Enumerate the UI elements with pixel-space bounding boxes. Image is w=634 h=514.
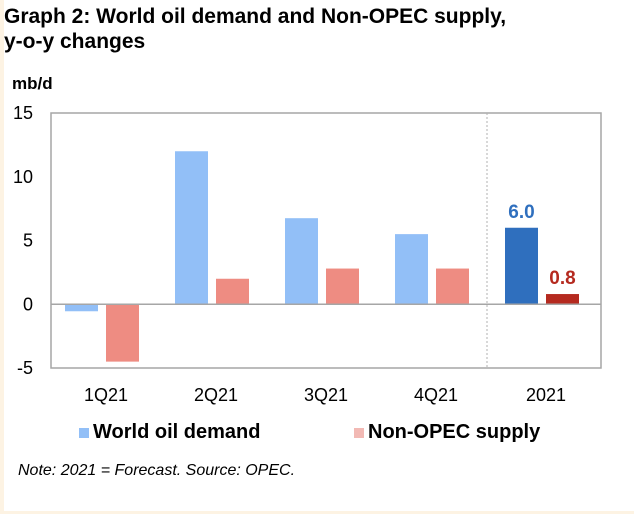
y-axis-ticks: 15 10 5 0 -5 <box>13 103 33 378</box>
x-tick-label: 2Q21 <box>194 385 238 405</box>
y-tick-label: 15 <box>13 103 33 123</box>
bar-chart: 15 10 5 0 -5 1Q21 2Q21 3Q21 4Q21 2021 6.0 0.8 <box>13 103 602 405</box>
data-label-supply: 0.8 <box>549 268 575 289</box>
bar-non-opec-supply <box>436 268 469 305</box>
bars <box>65 151 579 362</box>
bar-non-opec-supply <box>216 278 249 305</box>
y-tick-label: 5 <box>23 231 33 251</box>
x-tick-label: 2021 <box>526 385 566 405</box>
bar-world-oil-demand <box>65 304 98 312</box>
legend-item-supply: Non-OPEC supply <box>354 421 540 444</box>
bar-non-opec-supply <box>546 294 579 305</box>
data-label-demand: 6.0 <box>508 202 534 223</box>
bar-world-oil-demand <box>285 218 318 305</box>
x-axis-labels: 1Q21 2Q21 3Q21 4Q21 2021 <box>84 385 566 405</box>
legend-item-demand: World oil demand <box>79 421 260 444</box>
title-line-2: y-o-y changes <box>4 30 146 53</box>
y-axis-unit: mb/d <box>12 74 53 93</box>
x-tick-label: 3Q21 <box>304 385 348 405</box>
bar-non-opec-supply <box>106 304 139 362</box>
data-labels: 6.0 0.8 <box>508 202 575 289</box>
bar-world-oil-demand <box>505 227 538 305</box>
bar-non-opec-supply <box>326 268 359 305</box>
title-line-1: Graph 2: World oil demand and Non-OPEC s… <box>4 5 507 28</box>
legend: World oil demand Non-OPEC supply <box>0 421 634 447</box>
legend-swatch-demand <box>79 427 89 438</box>
bar-world-oil-demand <box>395 234 428 305</box>
y-tick-label: 10 <box>13 167 33 187</box>
x-tick-label: 4Q21 <box>414 385 458 405</box>
legend-swatch-supply <box>354 427 364 438</box>
y-tick-label: 0 <box>23 294 33 314</box>
x-tick-label: 1Q21 <box>84 385 128 405</box>
legend-label-supply: Non-OPEC supply <box>368 421 541 443</box>
chart-title: Graph 2: World oil demand and Non-OPEC s… <box>4 4 506 54</box>
bar-world-oil-demand <box>175 151 208 305</box>
y-tick-label: -5 <box>17 358 33 378</box>
source-note: Note: 2021 = Forecast. Source: OPEC. <box>18 462 296 479</box>
legend-label-demand: World oil demand <box>93 421 261 443</box>
